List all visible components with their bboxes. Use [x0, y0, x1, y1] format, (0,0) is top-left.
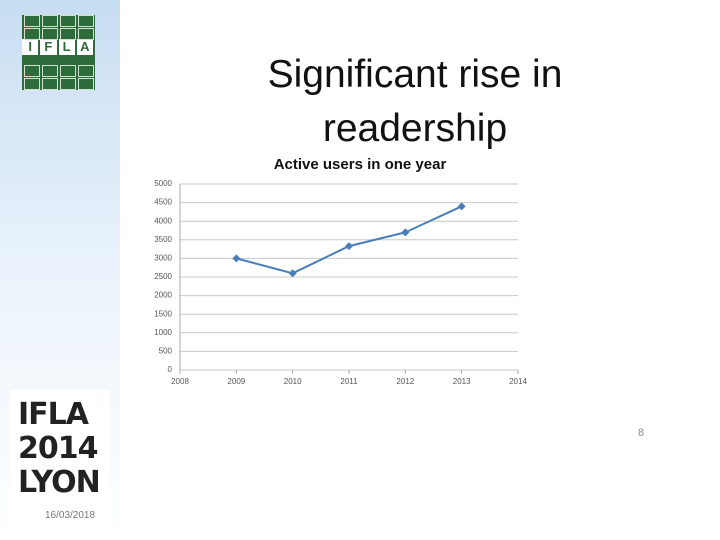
y-tick-label: 1000 [154, 328, 172, 337]
y-tick-label: 0 [168, 365, 173, 374]
y-tick-label: 2000 [154, 291, 172, 300]
logo-cell [60, 77, 76, 90]
logo-cell [78, 65, 94, 77]
x-tick-label: 2011 [340, 377, 358, 386]
x-tick-label: 2009 [227, 377, 245, 386]
congress-line: LYON [18, 465, 101, 500]
logo-cell [42, 27, 58, 40]
page-number: 8 [638, 427, 645, 439]
logo-letter: I [22, 39, 41, 55]
congress-line: 2014 [18, 431, 99, 466]
y-tick-label: 2500 [154, 272, 172, 281]
logo-cell [78, 77, 94, 90]
x-tick-label: 2014 [509, 377, 527, 386]
y-tick-label: 4500 [154, 198, 172, 207]
y-tick-label: 4000 [154, 216, 172, 225]
logo-letter: L [59, 39, 77, 55]
x-tick-label: 2010 [284, 377, 302, 386]
data-point [457, 202, 466, 211]
data-point [345, 242, 353, 251]
data-point [401, 228, 410, 237]
y-tick-label: 3500 [154, 235, 172, 244]
y-tick-label: 1500 [154, 309, 172, 318]
logo-cell [24, 27, 40, 40]
logo-cell [78, 27, 94, 40]
data-point [232, 254, 241, 263]
logo-cell [78, 15, 94, 27]
date: 16/03/2018 [45, 510, 96, 521]
y-tick-label: 5000 [154, 179, 172, 188]
logo-cell [60, 15, 76, 27]
congress-logo: IFLA 2014 LYON [10, 390, 110, 530]
logo-letter: A [77, 39, 95, 55]
y-tick-label: 3000 [154, 254, 172, 263]
logo-cell [60, 27, 76, 40]
logo-cell [42, 77, 58, 90]
x-tick-label: 2008 [171, 377, 189, 386]
logo-cell [60, 65, 76, 77]
congress-line: IFLA [18, 397, 89, 432]
logo-cell [24, 77, 40, 90]
logo-cell [24, 65, 40, 77]
logo-cell [42, 65, 58, 77]
x-tick-label: 2012 [396, 377, 414, 386]
logo-letter: F [40, 39, 59, 55]
chart-title: Active users in one year [274, 156, 447, 173]
y-tick-label: 500 [159, 347, 173, 356]
logo-cell [42, 15, 58, 27]
logo-cell [24, 15, 40, 27]
x-tick-label: 2013 [453, 377, 471, 386]
data-point [288, 269, 297, 278]
slide-title: Significant rise in readership [267, 53, 563, 150]
